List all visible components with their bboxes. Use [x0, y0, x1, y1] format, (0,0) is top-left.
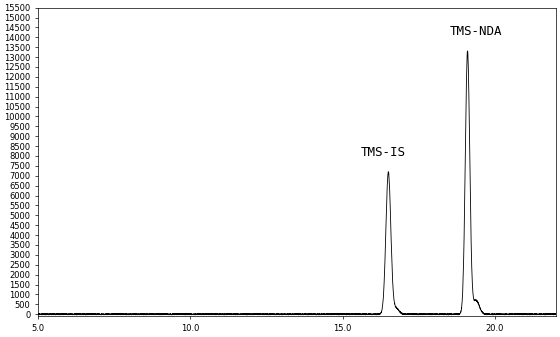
- Text: TMS-IS: TMS-IS: [361, 146, 406, 159]
- Text: TMS-NDA: TMS-NDA: [449, 25, 502, 38]
